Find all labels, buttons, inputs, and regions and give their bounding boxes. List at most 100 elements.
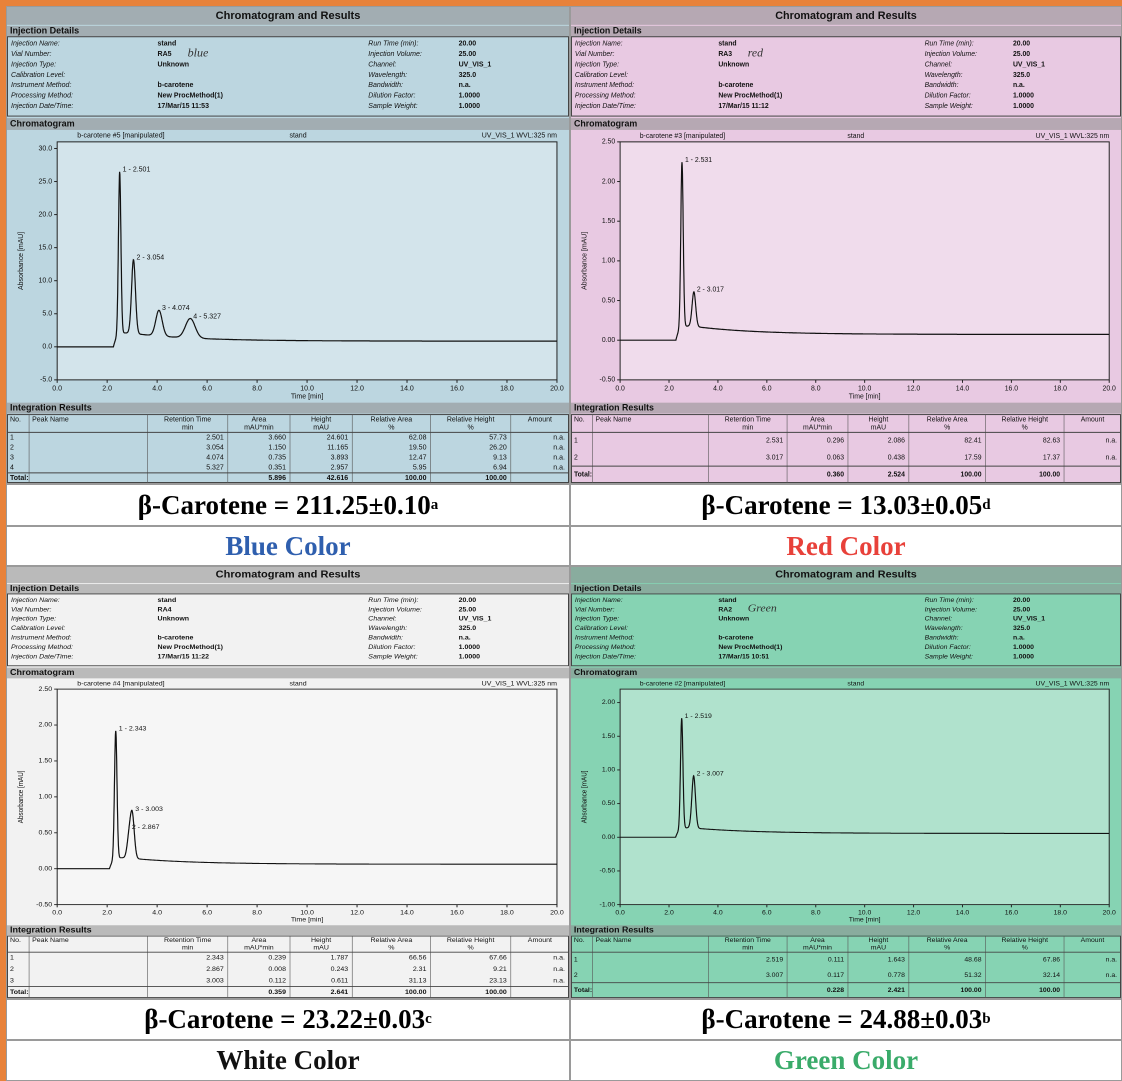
plot-area xyxy=(56,141,558,381)
table-header: Relative Area xyxy=(927,416,968,423)
section-title: Injection Details xyxy=(10,26,79,36)
detail-label: Bandwidth: xyxy=(368,82,403,89)
x-tick-label: 2.0 xyxy=(664,910,674,917)
detail-value: RA2 xyxy=(718,607,732,614)
detail-label: Bandwidth: xyxy=(925,635,959,642)
detail-label: Injection Volume: xyxy=(368,51,422,58)
chromatogram-trace xyxy=(620,718,1110,838)
table-cell: 1 xyxy=(10,434,14,441)
table-cell: 66.56 xyxy=(409,955,427,962)
detail-value: n.a. xyxy=(1013,82,1025,89)
table-cell: 2 xyxy=(10,966,14,973)
detail-label: Bandwidth: xyxy=(368,635,403,642)
x-tick-label: 2.0 xyxy=(102,910,112,917)
table-cell: 17.59 xyxy=(964,455,981,462)
detail-value: 17/Mar/15 11:12 xyxy=(718,103,768,110)
table-cell: 3.007 xyxy=(766,972,784,979)
detail-label: Channel: xyxy=(925,616,953,623)
chart-header: stand xyxy=(289,133,306,140)
chart-header: UV_VIS_1 WVL:325 nm xyxy=(1036,681,1110,688)
y-tick-label: 2.50 xyxy=(602,139,616,146)
table-unit: mAU*min xyxy=(244,945,274,952)
detail-label: Injection Name: xyxy=(11,597,60,604)
detail-value: 17/Mar/15 11:22 xyxy=(158,654,210,661)
detail-label: Instrument Method: xyxy=(575,82,634,89)
table-cell: 9.21 xyxy=(493,966,507,973)
handwritten-note: red xyxy=(748,45,763,59)
chromatogram-report: Chromatogram and Results Injection Detail… xyxy=(571,7,1121,483)
table-total: 2.421 xyxy=(888,987,906,994)
section-title: Chromatogram xyxy=(574,118,637,128)
table-cell: 2.086 xyxy=(888,438,905,445)
detail-label: Injection Type: xyxy=(575,61,619,68)
x-tick-label: 20.0 xyxy=(1103,386,1117,393)
table-cell: 0.063 xyxy=(827,455,844,462)
section-bar xyxy=(571,25,1121,37)
table-cell: 0.438 xyxy=(888,455,905,462)
table-cell: 1 xyxy=(574,438,578,445)
detail-label: Instrument Method: xyxy=(11,635,72,642)
detail-label: Channel: xyxy=(925,61,953,68)
detail-label: Injection Type: xyxy=(11,616,56,623)
table-header: Relative Height xyxy=(447,416,495,423)
caption-superscript: c xyxy=(425,1011,432,1027)
table-header: Amount xyxy=(1081,937,1105,944)
x-tick-label: 18.0 xyxy=(1054,386,1068,393)
detail-label: Dilution Factor: xyxy=(925,644,971,651)
detail-label: Calibration Level: xyxy=(575,625,628,632)
x-tick-label: 0.0 xyxy=(615,910,625,917)
table-cell: 12.47 xyxy=(409,455,427,462)
detail-label: Run Time (min): xyxy=(925,41,974,48)
x-tick-label: 14.0 xyxy=(956,910,970,917)
x-tick-label: 16.0 xyxy=(1005,386,1019,393)
chart-header: stand xyxy=(847,681,864,688)
detail-label: Injection Name: xyxy=(575,597,623,604)
chromatogram-trace xyxy=(57,730,557,870)
x-tick-label: 4.0 xyxy=(152,386,162,393)
table-cell: 4.074 xyxy=(206,455,224,462)
peak-label: 1 - 2.343 xyxy=(119,726,147,733)
detail-value: stand xyxy=(158,41,177,48)
chromatogram-report: Chromatogram and Results Injection Detail… xyxy=(7,567,569,998)
y-tick-label: 20.0 xyxy=(39,211,53,218)
detail-value: n.a. xyxy=(459,82,471,89)
table-cell: n.a. xyxy=(1106,455,1118,462)
section-title: Injection Details xyxy=(574,26,642,36)
table-cell: 0.351 xyxy=(268,465,286,472)
table-unit: % xyxy=(944,945,950,952)
y-tick-label: 2.00 xyxy=(38,722,52,729)
details-box xyxy=(571,36,1121,117)
table-cell: 2.31 xyxy=(413,966,427,973)
detail-value: New ProcMethod(1) xyxy=(718,93,782,100)
detail-value: 25.00 xyxy=(459,607,477,614)
table-header: Retention Time xyxy=(164,416,211,423)
y-tick-label: -0.50 xyxy=(36,902,52,909)
plot-area xyxy=(619,141,1110,381)
detail-value: 25.00 xyxy=(459,51,477,58)
table-unit: % xyxy=(388,945,394,952)
detail-value: RA3 xyxy=(718,51,732,58)
chromatogram-trace xyxy=(57,171,557,348)
table-header: Retention Time xyxy=(725,937,772,944)
detail-label: Run Time (min): xyxy=(925,597,974,604)
detail-label: Processing Method: xyxy=(11,644,73,651)
detail-label: Vial Number: xyxy=(11,607,52,614)
table-cell: n.a. xyxy=(1106,957,1118,964)
x-tick-label: 4.0 xyxy=(713,386,723,393)
caption-superscript: a xyxy=(430,496,439,513)
y-tick-label: 0.50 xyxy=(602,800,616,807)
table-header: Height xyxy=(311,937,331,944)
table-header: No. xyxy=(574,937,585,944)
table-header: Relative Height xyxy=(1001,416,1048,423)
detail-value: UV_VIS_1 xyxy=(1013,616,1045,623)
table-cell: 6.94 xyxy=(493,465,507,472)
detail-value: New ProcMethod(1) xyxy=(158,93,223,100)
detail-value: Unknown xyxy=(158,61,190,68)
panel: Chromatogram and Results Injection Detail… xyxy=(6,6,570,484)
table-cell: n.a. xyxy=(1106,438,1118,445)
table-frame xyxy=(571,414,1121,483)
peak-label: 2 - 3.007 xyxy=(697,771,724,778)
table-header: Area xyxy=(810,937,825,944)
detail-label: Injection Volume: xyxy=(925,51,977,58)
table-cell: 2 xyxy=(574,972,578,979)
